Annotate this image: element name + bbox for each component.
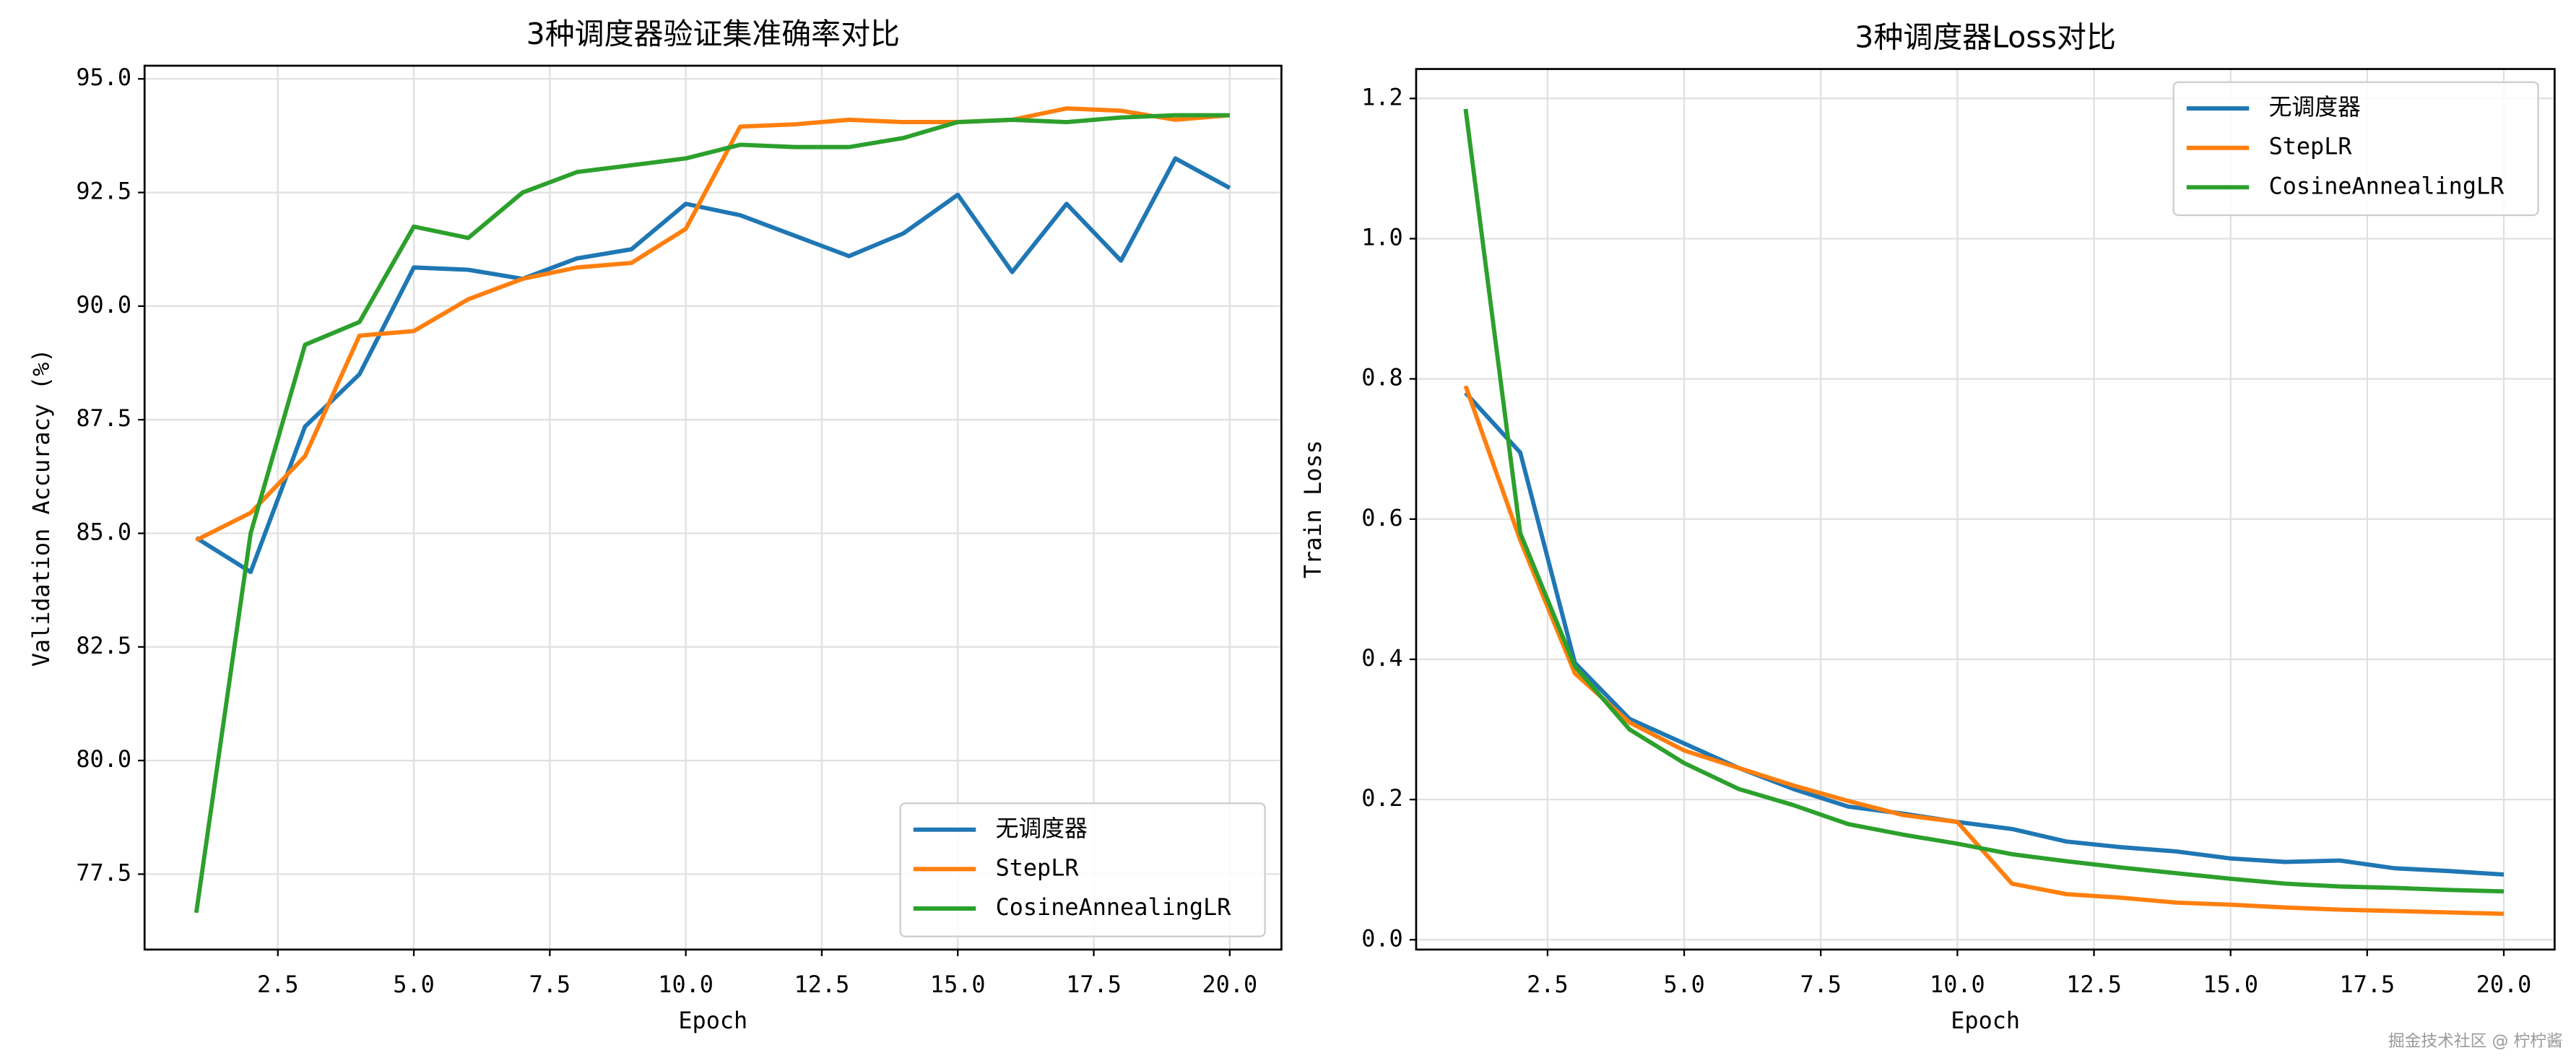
x-tick-label: 2.5 <box>257 971 299 998</box>
x-tick-label: 15.0 <box>930 971 986 998</box>
x-tick-label: 20.0 <box>2476 971 2532 998</box>
x-tick-label: 17.5 <box>1066 971 1122 998</box>
x-tick-label: 7.5 <box>1800 971 1842 998</box>
y-tick-label: 0.8 <box>1361 364 1403 391</box>
y-axis-label: Train Loss <box>1299 440 1327 578</box>
legend-box <box>2172 81 2539 217</box>
chart-title: 3种调度器验证集准确率对比 <box>526 17 900 51</box>
x-tick-label: 17.5 <box>2340 971 2395 998</box>
series-line <box>1464 391 2505 877</box>
y-tick-label: 1.2 <box>1361 83 1403 110</box>
chart-title: 3种调度器Loss对比 <box>1855 20 2115 55</box>
legend-label: StepLR <box>996 854 1080 881</box>
y-tick-label: 87.5 <box>76 404 131 432</box>
y-tick-label: 0.4 <box>1361 644 1403 672</box>
y-tick-label: 90.0 <box>76 291 131 318</box>
x-tick-label: 5.0 <box>393 971 435 998</box>
x-axis-label: Epoch <box>678 1007 747 1034</box>
legend-label: StepLR <box>2269 133 2353 160</box>
x-tick-label: 12.5 <box>2066 971 2122 998</box>
x-tick-label: 15.0 <box>2203 971 2258 998</box>
x-axis-label: Epoch <box>1951 1007 2020 1034</box>
y-tick-label: 80.0 <box>76 745 131 773</box>
y-axis-label: Validation Accuracy (%) <box>27 349 55 667</box>
x-tick-label: 2.5 <box>1527 971 1569 998</box>
x-tick-label: 10.0 <box>1930 971 1985 998</box>
legend-label: CosineAnnealingLR <box>2269 172 2505 199</box>
series-line <box>195 106 1231 542</box>
y-tick-label: 0.0 <box>1361 924 1403 952</box>
y-tick-label: 82.5 <box>76 632 131 659</box>
legend-label: 无调度器 <box>996 815 1088 842</box>
series-line <box>194 113 1230 914</box>
y-tick-label: 1.0 <box>1361 223 1403 251</box>
legend-box <box>899 802 1266 937</box>
y-tick-label: 77.5 <box>76 859 131 886</box>
y-tick-label: 0.2 <box>1361 784 1403 812</box>
y-tick-label: 95.0 <box>76 64 131 91</box>
y-tick-label: 0.6 <box>1361 504 1403 532</box>
legend-label: CosineAnnealingLR <box>996 893 1232 921</box>
series-line <box>1463 108 2505 894</box>
series-line <box>195 156 1231 574</box>
y-tick-label: 92.5 <box>76 178 131 205</box>
legend-label: 无调度器 <box>2269 93 2361 121</box>
x-tick-label: 5.0 <box>1663 971 1705 998</box>
x-tick-label: 12.5 <box>794 971 850 998</box>
watermark: 掘金技术社区 @ 柠柠酱 <box>2388 1032 2563 1051</box>
plot-frame <box>143 64 1283 951</box>
x-tick-label: 10.0 <box>658 971 714 998</box>
plot-frame <box>1415 68 2556 951</box>
y-tick-label: 85.0 <box>76 518 131 545</box>
x-tick-label: 7.5 <box>529 971 571 998</box>
x-tick-label: 20.0 <box>1202 971 1258 998</box>
series-line <box>1463 385 2505 916</box>
